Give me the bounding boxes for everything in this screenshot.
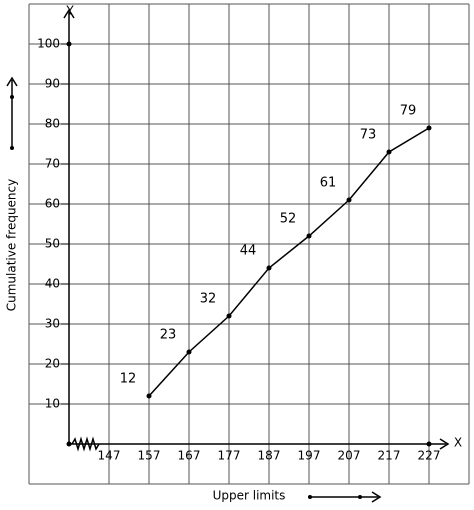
data-point — [306, 233, 312, 239]
y-arrow — [63, 8, 75, 19]
y-tick-label: 60 — [45, 197, 60, 211]
x-tick-label: 197 — [298, 449, 321, 463]
x-tick-label: 207 — [338, 449, 361, 463]
x-tick-label: 157 — [138, 449, 161, 463]
y-tick-label: 70 — [45, 157, 60, 171]
y-tick-label: 20 — [45, 357, 60, 371]
data-label: 61 — [320, 176, 337, 191]
y-axis-name: Y — [65, 4, 74, 18]
dot — [10, 146, 14, 150]
data-point — [226, 313, 232, 319]
data-label: 12 — [120, 372, 137, 387]
y-tick-label: 50 — [45, 237, 60, 251]
data-label: 52 — [280, 212, 297, 227]
y-tick-label: 40 — [45, 277, 60, 291]
data-label: 73 — [360, 128, 377, 143]
y-tick-label: 80 — [45, 117, 60, 131]
data-point — [266, 265, 272, 271]
axis-dots — [10, 41, 432, 499]
ogive-line — [148, 127, 430, 397]
dot — [308, 495, 312, 499]
y-axis-label: Cumulative frequency — [5, 179, 19, 312]
y-tick-label: 100 — [37, 37, 60, 51]
grid — [29, 4, 469, 484]
data-point — [146, 393, 152, 399]
x-arrow — [439, 438, 450, 450]
x-axis-name: X — [454, 436, 462, 450]
x-tick-label: 147 — [98, 449, 121, 463]
data-point — [346, 197, 352, 203]
data-label: 44 — [240, 244, 257, 259]
x-axis-label: Upper limits — [213, 489, 286, 503]
x-tick-label: 227 — [418, 449, 441, 463]
x-tick-label: 217 — [378, 449, 401, 463]
dot — [358, 495, 362, 499]
x-tick-label: 187 — [258, 449, 281, 463]
data-point — [386, 149, 392, 155]
x-tick-label: 177 — [218, 449, 241, 463]
y-tick-label: 10 — [45, 397, 60, 411]
y-tick-label: 90 — [45, 77, 60, 91]
side-arrow-head — [6, 76, 18, 87]
data-label: 79 — [400, 104, 417, 119]
dot — [66, 441, 72, 447]
bottom-arrow-head — [371, 491, 382, 503]
axis-break — [71, 436, 100, 452]
dot — [10, 95, 14, 99]
data-label: 32 — [200, 292, 217, 307]
dot — [426, 441, 432, 447]
data-point — [426, 125, 432, 131]
data-label: 23 — [160, 328, 177, 343]
data-point — [186, 349, 192, 355]
x-tick-label: 167 — [178, 449, 201, 463]
y-tick-label: 30 — [45, 317, 60, 331]
